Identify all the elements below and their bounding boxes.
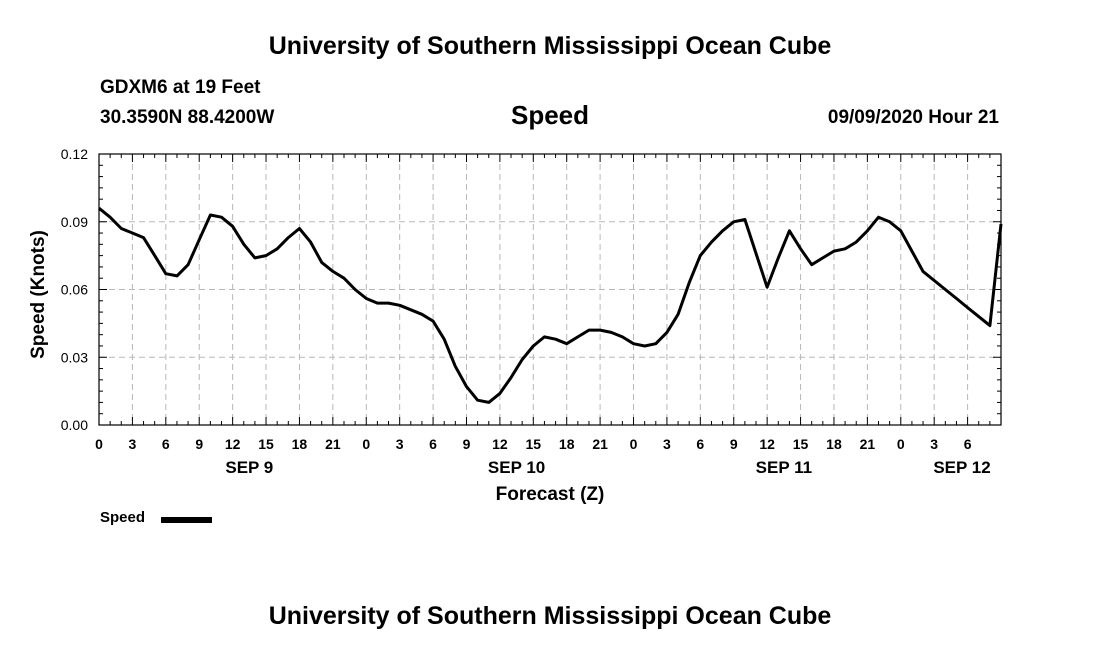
chart-title-top: University of Southern Mississippi Ocean… (268, 32, 832, 60)
datetime-label: 09/09/2020 Hour 21 (827, 107, 999, 128)
y-tick-label: 0.00 (61, 417, 88, 433)
x-tick-label: 0 (630, 436, 638, 452)
x-tick-label: 21 (860, 436, 876, 452)
legend-label: Speed (100, 509, 146, 526)
x-tick-label: 9 (463, 436, 471, 452)
x-tick-label: 12 (225, 436, 241, 452)
x-tick-label: 21 (325, 436, 341, 452)
x-tick-label: 6 (964, 436, 972, 452)
x-tick-label: 0 (897, 436, 905, 452)
speed-series-line (98, 207, 1003, 404)
x-tick-label: 3 (930, 436, 938, 452)
legend-line-swatch (161, 517, 212, 523)
x-tick-label: 6 (696, 436, 704, 452)
x-tick-label: 18 (559, 436, 575, 452)
x-tick-label: 6 (162, 436, 170, 452)
x-tick-label: 12 (759, 436, 775, 452)
x-axis-label: Forecast (Z) (496, 484, 605, 505)
y-axis-label: Speed (Knots) (28, 230, 49, 359)
x-tick-label: 18 (826, 436, 842, 452)
chart-title-bottom: University of Southern Mississippi Ocean… (268, 602, 832, 630)
x-tick-label: 15 (793, 436, 809, 452)
x-tick-label: 3 (663, 436, 671, 452)
y-tick-label: 0.06 (61, 282, 88, 298)
x-tick-label: 12 (492, 436, 508, 452)
x-tick-label: 15 (258, 436, 274, 452)
x-tick-label: 0 (95, 436, 103, 452)
x-tick-label: 9 (730, 436, 738, 452)
x-tick-label: 0 (362, 436, 370, 452)
y-tick-label: 0.09 (61, 214, 88, 230)
location-label: 30.3590N 88.4200W (100, 107, 275, 128)
x-tick-label: 21 (592, 436, 608, 452)
x-tick-label: 3 (129, 436, 137, 452)
date-label: SEP 12 (933, 458, 990, 477)
date-label: SEP 10 (488, 458, 545, 477)
x-tick-label: 9 (195, 436, 203, 452)
x-tick-label: 15 (526, 436, 542, 452)
y-tick-label: 0.12 (61, 146, 88, 162)
station-label: GDXM6 at 19 Feet (100, 77, 261, 98)
date-label: SEP 11 (756, 458, 812, 477)
date-label: SEP 9 (225, 458, 273, 477)
x-tick-label: 6 (429, 436, 437, 452)
x-tick-label: 3 (396, 436, 404, 452)
y-tick-label: 0.03 (61, 349, 88, 365)
x-tick-label: 18 (292, 436, 308, 452)
variable-title: Speed (510, 100, 590, 130)
